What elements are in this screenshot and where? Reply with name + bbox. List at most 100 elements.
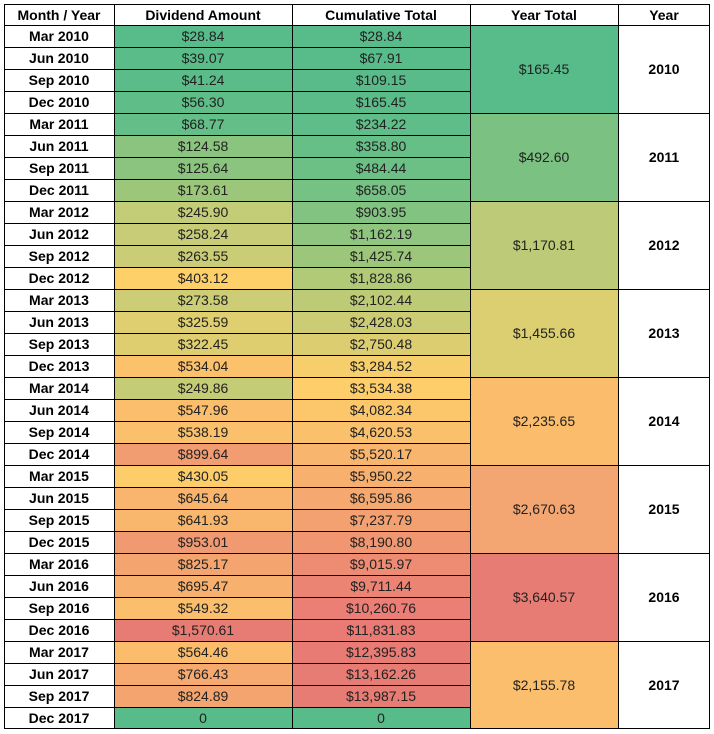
cumulative-cell[interactable]: $234.22 (292, 113, 470, 135)
row-label[interactable]: Mar 2017 (29, 644, 89, 660)
year-total-cell[interactable]: $165.45 (470, 25, 618, 113)
dividend-cell[interactable]: $403.12 (114, 267, 292, 289)
row-label[interactable]: Sep 2012 (28, 248, 90, 264)
header-cumulative-total[interactable]: Cumulative Total (325, 6, 437, 23)
cumulative-cell[interactable]: $13,162.26 (292, 663, 470, 685)
row-label[interactable]: Dec 2015 (28, 534, 90, 550)
dividend-cell[interactable]: $695.47 (114, 575, 292, 597)
row-label[interactable]: Mar 2013 (29, 292, 89, 308)
row-label[interactable]: Jun 2013 (29, 314, 89, 330)
year-cell[interactable]: 2017 (648, 677, 680, 693)
cumulative-cell[interactable]: $1,162.19 (292, 223, 470, 245)
header-year-total[interactable]: Year Total (511, 6, 577, 23)
cumulative-cell[interactable]: $2,102.44 (292, 289, 470, 311)
row-label[interactable]: Sep 2013 (28, 336, 90, 352)
dividend-cell[interactable]: $899.64 (114, 443, 292, 465)
row-label[interactable]: Mar 2012 (29, 204, 89, 220)
row-label[interactable]: Sep 2011 (29, 160, 89, 176)
dividend-cell[interactable]: $645.64 (114, 487, 292, 509)
header-dividend-amount[interactable]: Dividend Amount (145, 6, 261, 23)
cumulative-cell[interactable]: $9,711.44 (292, 575, 470, 597)
cumulative-cell[interactable]: $658.05 (292, 179, 470, 201)
cumulative-cell[interactable]: $484.44 (292, 157, 470, 179)
year-total-cell[interactable]: $3,640.57 (470, 553, 618, 641)
dividend-cell[interactable]: $564.46 (114, 641, 292, 663)
header-month-year[interactable]: Month / Year (17, 6, 101, 23)
dividend-cell[interactable]: $953.01 (114, 531, 292, 553)
dividend-cell[interactable]: $173.61 (114, 179, 292, 201)
row-label[interactable]: Mar 2014 (29, 380, 89, 396)
cumulative-cell[interactable]: $28.84 (292, 25, 470, 47)
dividend-cell[interactable]: $1,570.61 (114, 619, 292, 641)
row-label[interactable]: Dec 2014 (28, 446, 90, 462)
year-total-cell[interactable]: $492.60 (470, 113, 618, 201)
cumulative-cell[interactable]: $358.80 (292, 135, 470, 157)
cumulative-cell[interactable]: $3,284.52 (292, 355, 470, 377)
cumulative-cell[interactable]: $3,534.38 (292, 377, 470, 399)
cumulative-cell[interactable]: $5,950.22 (292, 465, 470, 487)
year-cell[interactable]: 2013 (648, 325, 680, 341)
dividend-cell[interactable]: $824.89 (114, 685, 292, 707)
year-cell[interactable]: 2016 (648, 589, 680, 605)
row-label[interactable]: Jun 2011 (29, 138, 89, 154)
row-label[interactable]: Jun 2017 (29, 666, 89, 682)
year-cell[interactable]: 2015 (648, 501, 680, 517)
row-label[interactable]: Mar 2011 (29, 116, 89, 132)
dividend-cell[interactable]: $39.07 (114, 47, 292, 69)
row-label[interactable]: Jun 2010 (29, 50, 89, 66)
cumulative-cell[interactable]: $2,750.48 (292, 333, 470, 355)
dividend-cell[interactable]: $249.86 (114, 377, 292, 399)
year-total-cell[interactable]: $1,455.66 (470, 289, 618, 377)
row-label[interactable]: Mar 2015 (29, 468, 89, 484)
cumulative-cell[interactable]: $8,190.80 (292, 531, 470, 553)
dividend-cell[interactable]: $547.96 (114, 399, 292, 421)
dividend-cell[interactable]: $534.04 (114, 355, 292, 377)
dividend-cell[interactable]: $68.77 (114, 113, 292, 135)
dividend-cell[interactable]: 0 (114, 707, 292, 729)
row-label[interactable]: Jun 2012 (29, 226, 89, 242)
dividend-cell[interactable]: $263.55 (114, 245, 292, 267)
dividend-cell[interactable]: $124.58 (114, 135, 292, 157)
row-label[interactable]: Sep 2015 (28, 512, 90, 528)
cumulative-cell[interactable]: $5,520.17 (292, 443, 470, 465)
dividend-cell[interactable]: $258.24 (114, 223, 292, 245)
row-label[interactable]: Mar 2016 (29, 556, 89, 572)
dividend-cell[interactable]: $125.64 (114, 157, 292, 179)
cumulative-cell[interactable]: $4,082.34 (292, 399, 470, 421)
dividend-cell[interactable]: $641.93 (114, 509, 292, 531)
dividend-cell[interactable]: $41.24 (114, 69, 292, 91)
year-cell[interactable]: 2010 (648, 61, 680, 77)
row-label[interactable]: Jun 2015 (29, 490, 89, 506)
cumulative-cell[interactable]: 0 (292, 707, 470, 729)
row-label[interactable]: Dec 2012 (28, 270, 90, 286)
dividend-cell[interactable]: $538.19 (114, 421, 292, 443)
cumulative-cell[interactable]: $165.45 (292, 91, 470, 113)
cumulative-cell[interactable]: $11,831.83 (292, 619, 470, 641)
row-label[interactable]: Dec 2016 (28, 622, 90, 638)
row-label[interactable]: Jun 2014 (29, 402, 89, 418)
dividend-cell[interactable]: $322.45 (114, 333, 292, 355)
header-year[interactable]: Year (649, 6, 679, 23)
dividend-cell[interactable]: $325.59 (114, 311, 292, 333)
row-label[interactable]: Dec 2011 (29, 182, 89, 198)
dividend-cell[interactable]: $273.58 (114, 289, 292, 311)
dividend-cell[interactable]: $825.17 (114, 553, 292, 575)
row-label[interactable]: Jun 2016 (29, 578, 89, 594)
dividend-cell[interactable]: $245.90 (114, 201, 292, 223)
row-label[interactable]: Dec 2017 (28, 710, 90, 726)
cumulative-cell[interactable]: $9,015.97 (292, 553, 470, 575)
row-label[interactable]: Sep 2010 (28, 72, 90, 88)
dividend-cell[interactable]: $766.43 (114, 663, 292, 685)
cumulative-cell[interactable]: $1,828.86 (292, 267, 470, 289)
row-label[interactable]: Dec 2010 (28, 94, 90, 110)
row-label[interactable]: Sep 2016 (28, 600, 90, 616)
year-cell[interactable]: 2011 (648, 149, 680, 165)
dividend-cell[interactable]: $549.32 (114, 597, 292, 619)
cumulative-cell[interactable]: $67.91 (292, 47, 470, 69)
cumulative-cell[interactable]: $4,620.53 (292, 421, 470, 443)
year-cell[interactable]: 2014 (648, 413, 680, 429)
cumulative-cell[interactable]: $13,987.15 (292, 685, 470, 707)
cumulative-cell[interactable]: $12,395.83 (292, 641, 470, 663)
cumulative-cell[interactable]: $2,428.03 (292, 311, 470, 333)
row-label[interactable]: Dec 2013 (28, 358, 90, 374)
